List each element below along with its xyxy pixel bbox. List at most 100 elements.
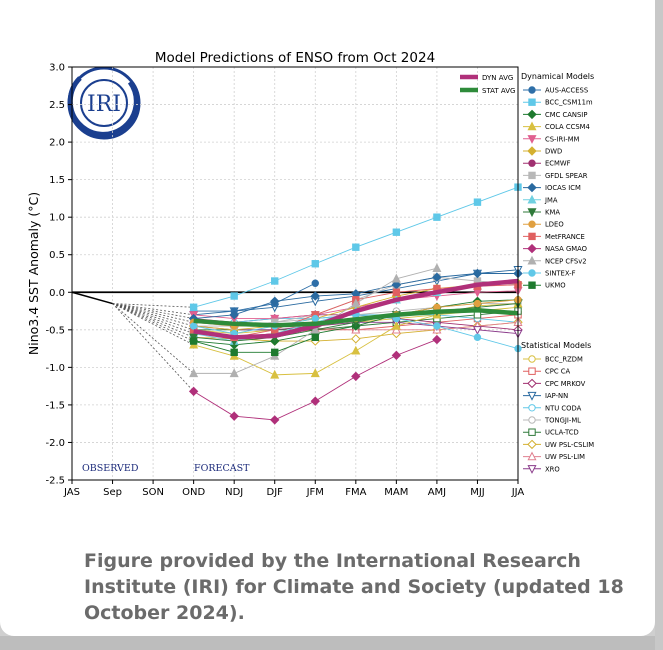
legend-statistical-item: BCC_RZDM — [545, 356, 583, 364]
iri-logo: IRI — [67, 66, 141, 140]
legend-marker — [528, 86, 536, 94]
legend-dynamical-item: DWD — [545, 148, 562, 156]
legend-marker — [527, 194, 537, 204]
plume-line — [112, 303, 194, 346]
legend-marker — [527, 465, 537, 474]
legend-avg-label: DYN AVG — [482, 74, 513, 82]
legend-statistical-item: TONGJI-ML — [544, 417, 581, 425]
x-tick-label: DJF — [267, 487, 284, 498]
legend-dynamical-item: CMC CANSIP — [545, 111, 587, 119]
series-line-aus-access — [193, 282, 316, 312]
x-tick-label: JAS — [63, 487, 80, 498]
data-point — [270, 296, 280, 306]
data-point — [351, 371, 361, 382]
legend-marker — [528, 416, 536, 424]
legend-dynamical-item: COLA CCSM4 — [545, 123, 590, 131]
data-point — [351, 298, 361, 308]
legend-dynamical-item: AUS-ACCESS — [545, 87, 588, 95]
data-point — [473, 198, 482, 206]
legend-dynamical-item: NCEP CFSv2 — [545, 257, 587, 265]
x-tick-label: MJJ — [470, 487, 485, 498]
data-point — [229, 310, 239, 320]
x-tick-label: OND — [182, 487, 205, 498]
legend-marker — [527, 451, 537, 461]
data-point — [271, 348, 279, 357]
legend-statistical-item: NTU CODA — [545, 404, 582, 412]
y-tick-label: -1.0 — [45, 363, 65, 374]
plume-line — [112, 303, 194, 316]
data-point — [433, 213, 441, 221]
data-point — [188, 386, 199, 397]
legend-statistical-item: XRO — [545, 465, 560, 473]
legend-dynamical-item: CS-IRI-MM — [545, 135, 580, 143]
legend-dynamical-item: IOCAS ICM — [545, 184, 581, 192]
x-tick-label: MAM — [384, 487, 408, 498]
legend-statistical-title: Statistical Models — [521, 341, 591, 350]
legend-statistical-item: CPC MRKOV — [545, 380, 586, 388]
legend-dynamical-item: SINTEX-F — [545, 270, 576, 278]
x-tick-label: FMA — [345, 487, 366, 498]
legend-marker — [528, 98, 536, 106]
y-tick-label: 0.0 — [49, 288, 65, 299]
data-point — [391, 350, 402, 361]
legend-marker — [528, 232, 536, 241]
data-point — [311, 260, 319, 268]
data-point — [351, 345, 361, 355]
data-point — [229, 368, 239, 378]
legend-marker — [527, 378, 537, 389]
legend-statistical-item: CPC CA — [545, 368, 570, 376]
data-point — [189, 368, 199, 378]
legend-statistical-item: IAP-NN — [545, 392, 568, 400]
data-point — [230, 348, 238, 357]
data-point — [310, 396, 320, 406]
legend-marker — [527, 439, 537, 450]
y-tick-label: -2.5 — [45, 476, 65, 487]
legend-dynamical-title: Dynamical Models — [521, 72, 594, 81]
figure-caption: Figure provided by the International Res… — [84, 550, 624, 624]
legend-marker — [528, 159, 536, 167]
data-point — [473, 333, 482, 342]
data-point — [392, 288, 401, 296]
data-point — [311, 279, 319, 287]
data-point — [229, 411, 239, 421]
data-point — [189, 322, 198, 330]
legend-marker — [528, 355, 536, 363]
legend-marker — [527, 255, 537, 265]
series-line-ukmo — [193, 336, 316, 353]
data-point — [392, 228, 401, 236]
plume-line — [112, 303, 194, 308]
data-point — [270, 415, 280, 425]
chart-title: Model Predictions of ENSO from Oct 2024 — [155, 50, 435, 66]
legend-marker — [528, 220, 536, 228]
legend-dynamical-item: KMA — [545, 209, 560, 217]
data-point — [351, 334, 361, 344]
legend-marker — [528, 367, 536, 375]
legend-marker — [527, 146, 537, 156]
data-point — [472, 268, 483, 279]
plume-line — [112, 303, 194, 323]
plume-line — [112, 303, 194, 334]
legend-statistical-item: UCLA-TCD — [545, 429, 579, 437]
plume-line — [112, 303, 194, 374]
legend-statistical-item: UW PSL-LIM — [545, 453, 585, 461]
x-tick-label: Sep — [103, 487, 122, 498]
x-tick-label: NDJ — [225, 487, 243, 498]
data-point — [352, 243, 360, 251]
series-line-dyn-avg — [193, 278, 519, 340]
x-tick-label: SON — [142, 487, 164, 498]
data-point — [189, 337, 198, 345]
legend-marker — [527, 109, 537, 120]
y-tick-label: 1.0 — [49, 213, 65, 224]
legend-avg-label: STAT AVG — [482, 87, 515, 95]
data-point — [271, 277, 279, 285]
y-tick-label: -1.5 — [45, 400, 65, 411]
y-tick-label: 0.5 — [49, 250, 65, 261]
data-point — [311, 333, 319, 342]
legend-marker — [527, 135, 537, 144]
observed-annotation: OBSERVED — [82, 463, 139, 474]
plume-line — [112, 303, 194, 319]
figure-card: IRI -2.5 -2.0 -1.5 -1.0 -0.5 0.0 0.5 1.0 1.5 2.0 2… — [0, 0, 655, 636]
legend-marker — [527, 208, 537, 218]
legend-dynamical-item: ECMWF — [545, 160, 571, 168]
forecast-annotation: FORECAST — [194, 463, 250, 474]
